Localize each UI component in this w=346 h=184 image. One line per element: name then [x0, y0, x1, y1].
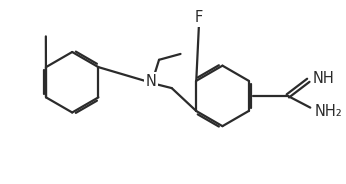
Text: N: N — [146, 74, 157, 89]
Text: NH₂: NH₂ — [314, 104, 342, 119]
Text: F: F — [195, 10, 203, 25]
Text: NH: NH — [312, 71, 334, 86]
